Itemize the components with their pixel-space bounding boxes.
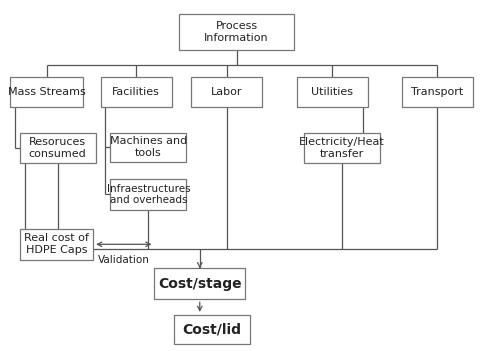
Text: Mass Streams: Mass Streams [8, 87, 86, 97]
Text: Utilities: Utilities [311, 87, 353, 97]
FancyBboxPatch shape [110, 179, 186, 210]
FancyBboxPatch shape [20, 229, 93, 260]
FancyBboxPatch shape [10, 78, 84, 107]
FancyBboxPatch shape [110, 132, 186, 162]
Text: Labor: Labor [211, 87, 242, 97]
FancyBboxPatch shape [304, 132, 380, 164]
Text: Electricity/Heat
transfer: Electricity/Heat transfer [299, 137, 385, 159]
Text: Machines and
tools: Machines and tools [110, 136, 187, 158]
FancyBboxPatch shape [402, 78, 473, 107]
FancyBboxPatch shape [20, 132, 96, 164]
Text: Cost/lid: Cost/lid [182, 323, 242, 336]
Text: Resoruces
consumed: Resoruces consumed [29, 137, 86, 159]
FancyBboxPatch shape [174, 315, 250, 344]
Text: Facilities: Facilities [112, 87, 160, 97]
Text: Infraestructures
and overheads: Infraestructures and overheads [106, 184, 190, 205]
FancyBboxPatch shape [296, 78, 368, 107]
Text: Cost/stage: Cost/stage [158, 277, 242, 291]
Text: Transport: Transport [412, 87, 464, 97]
FancyBboxPatch shape [191, 78, 262, 107]
Text: Process
Information: Process Information [204, 21, 269, 43]
FancyBboxPatch shape [100, 78, 172, 107]
Text: Real cost of
HDPE Caps: Real cost of HDPE Caps [24, 233, 89, 255]
FancyBboxPatch shape [179, 14, 294, 50]
Text: Validation: Validation [98, 255, 150, 265]
FancyBboxPatch shape [154, 269, 245, 299]
